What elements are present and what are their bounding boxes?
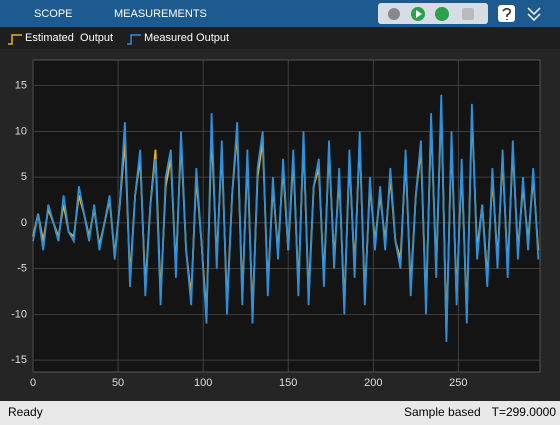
settings-icon[interactable] — [388, 8, 400, 20]
x-tick-label: 0 — [30, 377, 36, 389]
y-tick-label: -5 — [17, 263, 27, 275]
y-tick-label: 10 — [15, 125, 27, 137]
y-tick-label: 15 — [15, 80, 27, 92]
status-mode: Sample based — [404, 405, 481, 419]
status-bar — [0, 401, 560, 425]
status-time: T=299.0000 — [492, 405, 557, 419]
run-icon — [416, 10, 422, 18]
x-tick-label: 250 — [449, 377, 467, 389]
y-tick-label: 0 — [21, 217, 27, 229]
x-tick-label: 150 — [279, 377, 297, 389]
y-tick-label: -15 — [11, 354, 27, 366]
collapse-icon[interactable] — [527, 7, 541, 22]
status-text: Ready — [8, 405, 43, 419]
x-tick-label: 100 — [194, 377, 212, 389]
stop-button[interactable] — [462, 8, 474, 20]
tab[interactable]: SCOPE — [34, 8, 73, 20]
y-tick-label: -10 — [11, 308, 27, 320]
run-controls — [378, 3, 488, 24]
legend-bar — [0, 27, 560, 49]
legend-label: Estimated Output — [25, 32, 113, 44]
x-tick-label: 50 — [112, 377, 124, 389]
help-button[interactable] — [498, 5, 515, 22]
step-button[interactable] — [435, 7, 449, 21]
legend: Estimated Output Measured Output — [8, 32, 229, 45]
legend-swatch — [8, 34, 22, 45]
x-tick-label: 200 — [364, 377, 382, 389]
legend-swatch — [127, 34, 142, 45]
y-tick-label: 5 — [21, 171, 27, 183]
tab[interactable]: MEASUREMENTS — [114, 8, 207, 20]
help-icon — [502, 7, 511, 20]
series-line — [32, 94, 540, 342]
legend-label: Measured Output — [144, 32, 229, 44]
